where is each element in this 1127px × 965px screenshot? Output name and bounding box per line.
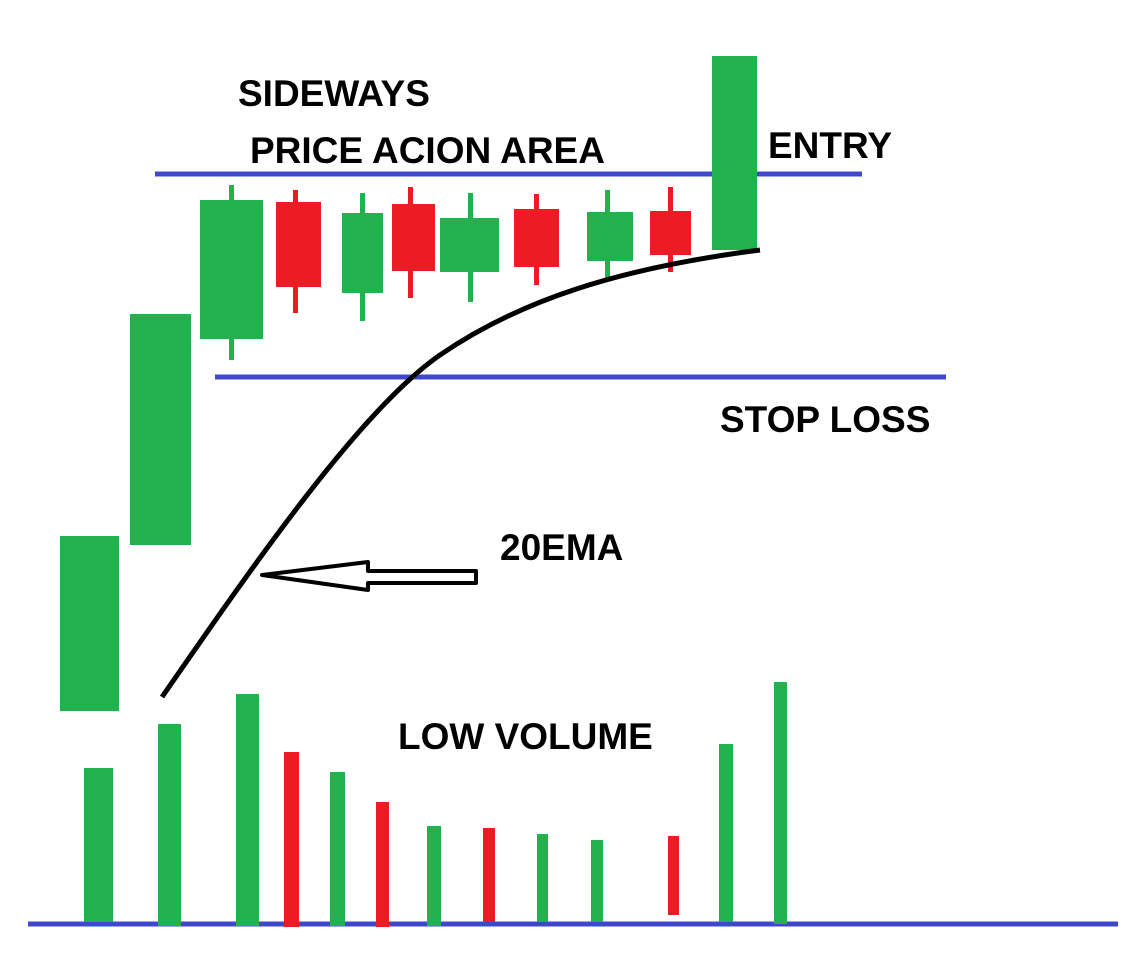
arrow xyxy=(260,560,478,592)
label: ENTRY xyxy=(768,125,892,166)
candle xyxy=(650,211,691,255)
volume-bar xyxy=(330,772,345,926)
candle xyxy=(514,209,559,267)
candle xyxy=(200,200,263,339)
volume-bars xyxy=(84,682,787,927)
volume-bar xyxy=(483,828,495,922)
volume-bar xyxy=(158,724,181,926)
volume-bar xyxy=(537,834,548,922)
volume-bar xyxy=(774,682,787,924)
label: PRICE ACION AREA xyxy=(250,130,605,171)
candle xyxy=(587,212,633,261)
candle xyxy=(392,204,435,271)
volume-bar xyxy=(719,744,733,922)
volume-bar xyxy=(427,826,441,926)
candle xyxy=(276,202,321,287)
candle xyxy=(712,56,757,250)
label: SIDEWAYS xyxy=(238,73,430,114)
label: LOW VOLUME xyxy=(398,716,653,757)
candle xyxy=(60,536,119,711)
volume-bar xyxy=(591,840,603,922)
candle xyxy=(130,314,191,545)
ema-curve xyxy=(159,247,761,699)
volume-bar xyxy=(668,836,679,915)
candles xyxy=(60,56,757,711)
candle xyxy=(440,218,499,272)
label: STOP LOSS xyxy=(720,399,930,440)
volume-bar xyxy=(236,694,259,926)
volume-bar xyxy=(376,802,389,927)
volume-bar xyxy=(284,752,299,927)
label: 20EMA xyxy=(500,527,623,568)
volume-bar xyxy=(84,768,113,922)
candle xyxy=(342,213,383,293)
